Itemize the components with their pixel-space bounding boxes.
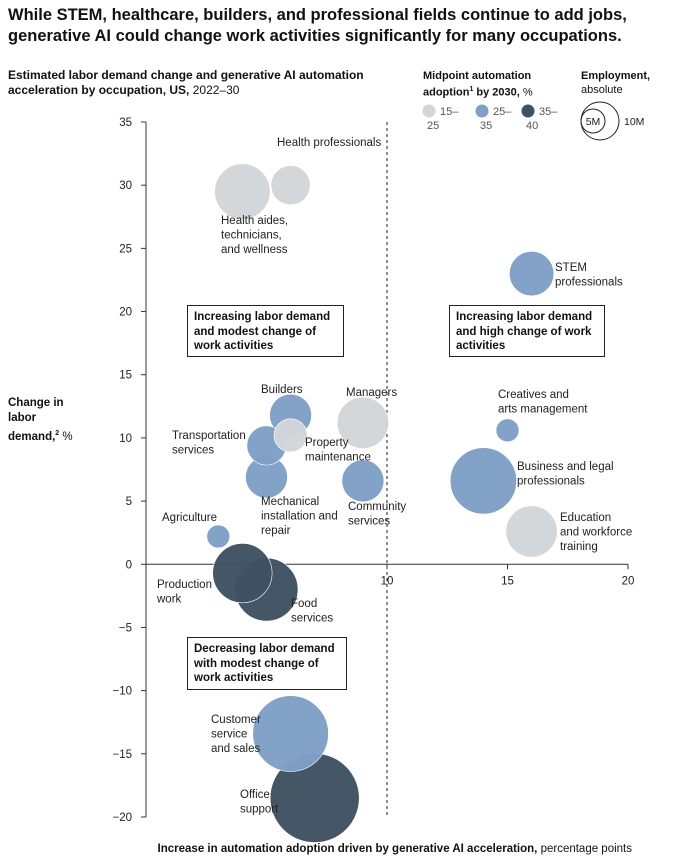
point-label: Managers	[346, 387, 397, 399]
bubble	[273, 418, 308, 453]
chart-subtitle-bold: Estimated labor demand change and genera…	[8, 68, 364, 97]
point-label: Creatives and arts management	[498, 389, 588, 416]
legend-color-label: 25	[427, 120, 439, 132]
legend-color-swatch	[475, 104, 489, 118]
bubble	[495, 418, 520, 443]
chart-subtitle: Estimated labor demand change and genera…	[8, 68, 388, 98]
bubbles	[206, 163, 558, 843]
x-axis-label: Increase in automation adoption driven b…	[0, 843, 632, 855]
y-tick-label: −10	[112, 686, 132, 698]
y-axis-label-text: Change in labor demand,	[8, 397, 64, 443]
quadrant-label-top-left: Increasing labor demand and modest chang…	[187, 305, 344, 357]
legend-color-label: 25–	[493, 106, 512, 118]
legend-size-large-label: 10M	[624, 116, 644, 128]
point-label: Customer service and sales	[211, 714, 261, 755]
legend-marks: 15–25 25–35 35–40 5M 10M	[422, 101, 644, 141]
chart-subtitle-years: 2022–30	[189, 83, 240, 97]
y-tick-label: 35	[119, 117, 132, 129]
x-axis-unit: percentage points	[537, 843, 632, 855]
legend-color-title-text: Midpoint automation adoption	[423, 70, 532, 99]
x-axis-label-text: Increase in automation adoption driven b…	[157, 843, 538, 855]
point-label: Education and workforce training	[560, 512, 632, 553]
quadrant-label-bottom-left: Decreasing labor demand with modest chan…	[187, 637, 347, 690]
bubble	[341, 459, 385, 503]
bubble	[214, 163, 271, 220]
point-label: Transportation services	[172, 430, 246, 457]
bubble	[206, 524, 231, 549]
legend-color-label: 35	[480, 120, 492, 132]
y-axis-footnote: 2	[55, 430, 60, 437]
point-label: Community services	[348, 501, 406, 528]
legend-color-unit: %	[519, 86, 533, 99]
y-tick-label: 0	[126, 559, 132, 571]
quadrant-label-top-right: Increasing labor demand and high change …	[449, 305, 605, 357]
point-label: Builders	[261, 384, 303, 396]
y-axis-unit: %	[59, 430, 73, 443]
legend-color-title-text2: by 2030,	[473, 86, 520, 99]
bubble	[252, 695, 329, 772]
y-tick-label: 5	[126, 496, 132, 508]
y-axis-label: Change in labor demand,2 %	[8, 396, 88, 445]
legend-size-title-bold: Employment,	[581, 70, 651, 82]
x-tick-label: 20	[622, 575, 635, 587]
y-tick-label: 10	[119, 433, 132, 445]
bubble	[505, 505, 558, 558]
legend-color-footnote: 1	[469, 86, 474, 93]
y-tick-label: 15	[119, 370, 132, 382]
y-tick-label: 20	[119, 307, 132, 319]
point-label: Health professionals	[277, 137, 381, 149]
legend-size-small-label: 5M	[586, 116, 601, 128]
legend-color-swatch	[422, 104, 436, 118]
bubble	[336, 396, 389, 449]
point-label: STEM professionals	[555, 262, 623, 289]
y-tick-label: −5	[119, 622, 132, 634]
point-label: Mechanical installation and repair	[261, 496, 338, 537]
bubble	[449, 447, 517, 515]
point-label: Agriculture	[162, 512, 217, 524]
point-label: Food services	[291, 598, 333, 625]
legend-color-label: 40	[526, 120, 538, 132]
x-tick-label: 15	[501, 575, 514, 587]
point-label: Property maintenance	[305, 437, 371, 464]
legend-color-label: 15–	[440, 106, 459, 118]
y-tick-label: −20	[112, 812, 132, 824]
point-label: Office support	[240, 789, 279, 816]
bubble	[509, 251, 555, 297]
legend-color-label: 35–	[539, 106, 558, 118]
point-label: Health aides, technicians, and wellness	[221, 215, 288, 256]
y-tick-label: 25	[119, 243, 132, 255]
bubble	[270, 165, 311, 206]
headline: While STEM, healthcare, builders, and pr…	[8, 6, 627, 45]
y-tick-label: −15	[112, 749, 132, 761]
x-tick-label: 10	[381, 575, 394, 587]
legend-color-title: Midpoint automation adoption1 by 2030, %	[423, 69, 573, 100]
point-label: Production work	[156, 579, 212, 606]
legend-size-small	[580, 108, 606, 134]
point-label: Business and legal professionals	[517, 461, 614, 488]
bubble	[212, 543, 273, 604]
legend-size-title: Employment, absolute	[581, 69, 671, 97]
point-labels: Health professionals Health aides, technic…	[156, 137, 632, 816]
legend-size-title-regular: absolute	[581, 84, 623, 96]
legend-color-swatch	[521, 104, 535, 118]
y-tick-label: 30	[119, 180, 132, 192]
